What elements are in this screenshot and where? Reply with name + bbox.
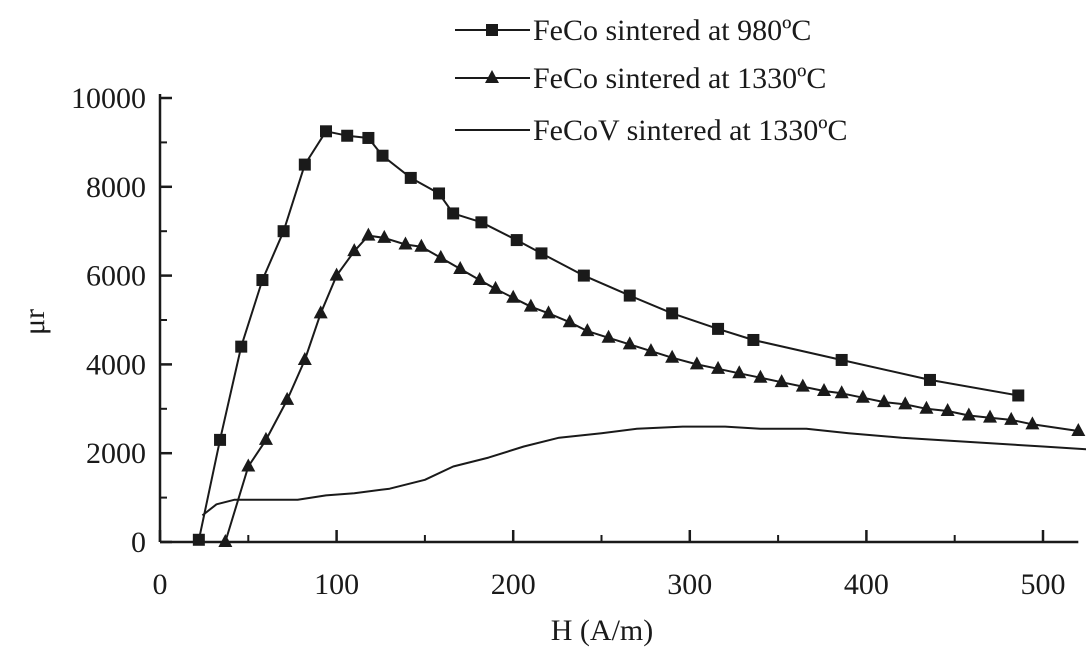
y-tick-label: 10000: [71, 82, 146, 115]
square-marker: [510, 234, 523, 247]
square-marker: [192, 533, 205, 546]
tick-labels: 0 100 200 300 400 500 0 2000 4000 6000 8000 10000: [71, 82, 1066, 601]
triangle-marker: [1025, 416, 1040, 430]
x-tick-label: 0: [153, 568, 168, 601]
triangle-marker: [218, 534, 233, 547]
triangle-marker: [817, 383, 832, 397]
y-tick-label: 8000: [86, 171, 146, 204]
x-tick-label: 200: [491, 568, 536, 601]
triangle-marker: [377, 229, 392, 243]
triangle-marker: [665, 349, 680, 363]
triangle-marker: [488, 280, 503, 294]
triangle-marker: [297, 351, 312, 365]
triangle-marker: [689, 356, 704, 370]
square-marker: [362, 131, 375, 144]
triangle-marker: [506, 289, 521, 303]
triangle-marker: [280, 391, 295, 405]
triangle-marker: [523, 298, 538, 312]
y-tick-label: 2000: [86, 437, 146, 470]
square-marker: [923, 373, 936, 386]
x-axis-title: H (A/m): [551, 614, 653, 647]
square-marker: [835, 353, 848, 366]
y-tick-label: 6000: [86, 260, 146, 293]
series-2: [218, 227, 1086, 547]
square-marker: [712, 322, 725, 335]
square-marker: [277, 225, 290, 238]
triangle-marker: [877, 394, 892, 408]
triangle-marker: [643, 343, 658, 357]
series-3: [201, 425, 1086, 517]
triangle-marker: [453, 260, 468, 274]
square-marker: [214, 433, 227, 446]
series-line: [201, 425, 1086, 517]
y-tick-label: 0: [131, 526, 146, 559]
triangle-marker: [961, 407, 976, 421]
triangle-marker: [898, 396, 913, 410]
x-tick-label: 500: [1021, 568, 1066, 601]
y-axis-title: μr: [18, 309, 51, 335]
legend-label: FeCoV sintered at 1330ºC: [533, 114, 848, 147]
triangle-marker: [919, 400, 934, 414]
triangle-marker: [834, 385, 849, 399]
square-marker: [376, 149, 389, 162]
triangle-marker: [940, 403, 955, 417]
square-marker: [320, 125, 333, 138]
square-marker: [535, 247, 548, 260]
triangle-marker: [622, 336, 637, 350]
triangle-marker: [1071, 423, 1086, 436]
triangle-marker: [774, 374, 789, 388]
square-marker: [475, 216, 488, 229]
triangle-marker: [855, 389, 870, 403]
square-marker: [577, 269, 590, 282]
triangle-marker: [795, 378, 810, 392]
series-1: [192, 125, 1025, 546]
triangle-marker: [414, 238, 429, 252]
x-tick-label: 300: [667, 568, 712, 601]
triangle-marker: [472, 272, 487, 286]
legend-square-marker: [486, 24, 498, 36]
triangle-marker: [983, 409, 998, 423]
x-tick-label: 400: [844, 568, 889, 601]
triangle-marker: [361, 227, 376, 241]
series-line: [224, 234, 1079, 543]
square-marker: [1012, 389, 1025, 402]
triangle-marker: [711, 360, 726, 374]
square-marker: [298, 158, 311, 171]
triangle-marker: [562, 314, 577, 328]
square-marker: [433, 187, 446, 200]
square-marker: [747, 333, 760, 346]
triangle-marker: [398, 236, 413, 250]
x-tick-label: 100: [314, 568, 359, 601]
y-tick-label: 4000: [86, 348, 146, 381]
triangle-marker: [753, 369, 768, 383]
triangle-marker: [601, 329, 616, 343]
axes: [158, 94, 1079, 544]
triangle-marker: [347, 243, 362, 257]
square-marker: [623, 289, 636, 302]
square-marker: [235, 340, 248, 353]
square-marker: [447, 207, 460, 220]
triangle-marker: [1004, 411, 1019, 425]
legend-triangle-marker: [485, 70, 499, 83]
triangle-marker: [313, 305, 328, 319]
triangle-marker: [541, 305, 556, 319]
legend: FeCo sintered at 980ºC FeCo sintered at 1…: [455, 14, 848, 147]
triangle-marker: [258, 431, 273, 445]
legend-label: FeCo sintered at 1330ºC: [533, 62, 826, 95]
square-marker: [256, 274, 269, 287]
square-marker: [666, 307, 679, 320]
triangle-marker: [241, 458, 256, 472]
square-marker: [404, 171, 417, 184]
triangle-marker: [329, 267, 344, 281]
triangle-marker: [732, 365, 747, 379]
triangle-marker: [580, 323, 595, 337]
square-marker: [341, 129, 354, 142]
series-layer: [192, 125, 1086, 547]
triangle-marker: [433, 249, 448, 263]
legend-label: FeCo sintered at 980ºC: [533, 14, 811, 47]
